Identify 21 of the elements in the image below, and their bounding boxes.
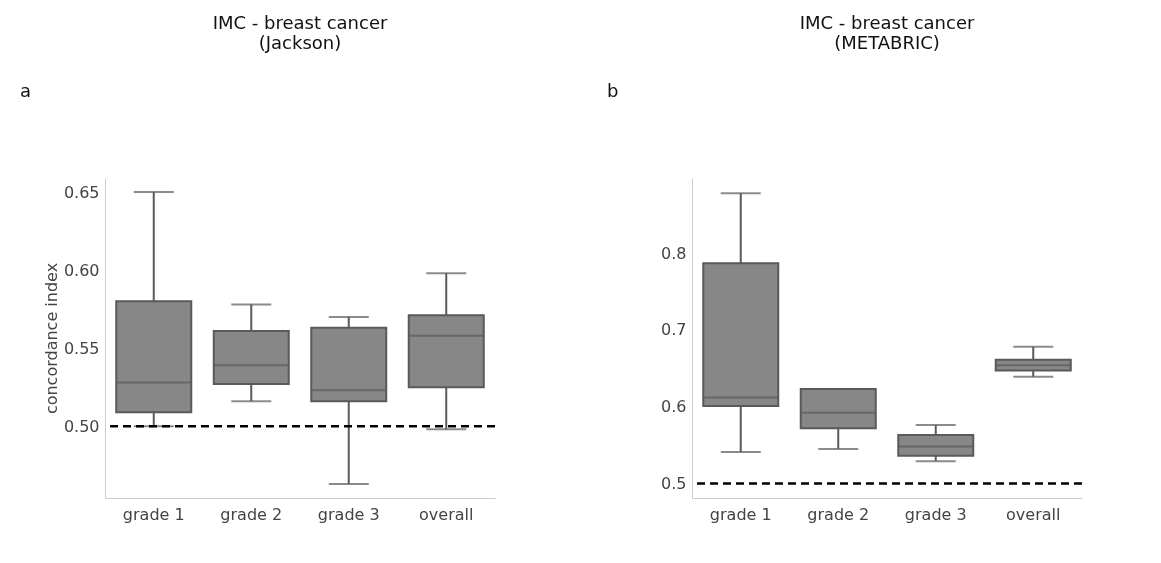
- x-tick-label: grade 3: [904, 504, 967, 524]
- x-tick-label: grade 1: [122, 504, 185, 524]
- y-tick-label: 0.5: [661, 473, 687, 493]
- text: b: [607, 80, 619, 101]
- chart-title: IMC - breast cancer (METABRIC): [799, 12, 975, 53]
- y-tick-label: 0.6: [661, 397, 687, 417]
- y-tick-label: 0.65: [63, 182, 100, 202]
- x-tick-label: grade 2: [807, 504, 870, 524]
- text: a: [20, 80, 32, 101]
- y-tick-label: 0.7: [661, 320, 687, 340]
- y-tick-label: 0.50: [63, 416, 100, 436]
- y-axis-title: concordance index: [41, 262, 61, 415]
- y-tick-label: 0.60: [63, 260, 100, 280]
- x-tick-label: grade 3: [317, 504, 380, 524]
- x-tick-label: grade 2: [220, 504, 283, 524]
- x-tick-label: overall: [1006, 504, 1061, 524]
- x-tick-label: grade 1: [709, 504, 772, 524]
- x-tick-label: overall: [419, 504, 474, 524]
- y-tick-label: 0.8: [661, 243, 687, 263]
- y-tick-label: 0.55: [63, 338, 100, 358]
- chart-title: IMC - breast cancer (Jackson): [212, 12, 388, 53]
